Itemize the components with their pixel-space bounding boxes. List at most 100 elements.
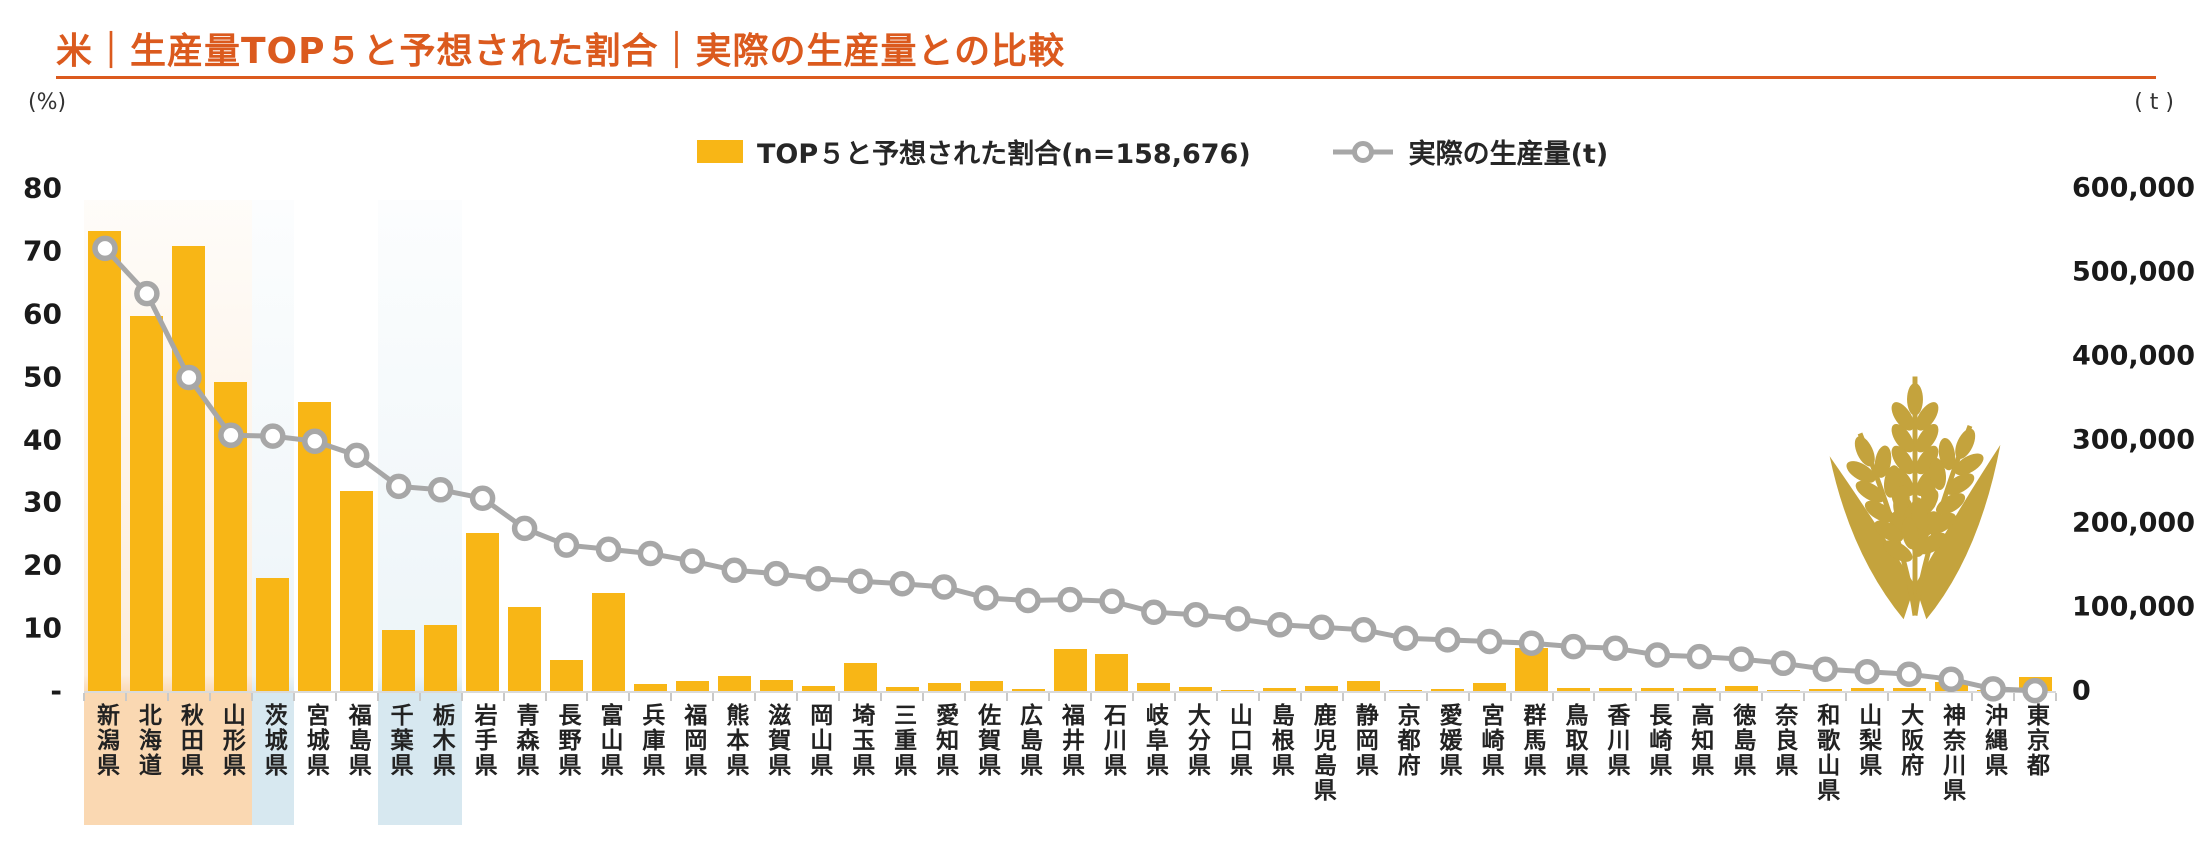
line-point-島根県 [1267, 612, 1293, 638]
x-axis-tick-mark [250, 693, 253, 701]
x-label: 青森県 [512, 703, 539, 778]
line-point-埼玉県 [847, 568, 873, 594]
line-point-三重県 [889, 570, 915, 597]
line-point-佐賀県 [973, 585, 999, 611]
x-axis-tick-mark [1971, 693, 1974, 701]
right-axis-tick: 0 [2072, 675, 2091, 707]
x-axis-tick-mark [124, 693, 127, 701]
left-axis-tick: 30 [23, 485, 62, 519]
line-point-和歌山県 [1812, 656, 1838, 682]
line-point-鳥取県 [1560, 633, 1587, 660]
x-label: 岡山県 [805, 703, 832, 778]
bar-兵庫県 [633, 684, 667, 691]
x-label: 茨城県 [260, 703, 287, 778]
x-axis-tick-mark [838, 693, 841, 701]
bar-秋田県 [172, 245, 206, 691]
bar-滋賀県 [759, 680, 793, 691]
chart-plot-area: 新潟県 北海道 秋田県 山形県 茨城県 宮城県 福島県 千葉県 栃木県 岩手県 青森県 長野県 富山県兵… [83, 188, 2057, 825]
title-rule [56, 76, 2156, 79]
x-axis-tick-mark [1719, 693, 1722, 701]
x-label: 新潟県 [92, 703, 119, 778]
x-label: 滋賀県 [763, 703, 790, 778]
line-point-徳島県 [1728, 646, 1755, 672]
x-axis-tick-mark [1803, 693, 1806, 701]
bar-千葉県 [382, 630, 416, 691]
x-label: 山形県 [218, 703, 245, 778]
line-point-鹿児島県 [1308, 614, 1335, 641]
line-point-茨城県 [260, 423, 286, 449]
x-label: 大分県 [1183, 703, 1210, 778]
x-axis-tick-mark [418, 693, 421, 701]
bar-熊本県 [717, 675, 751, 691]
line-point-大阪府 [1896, 661, 1922, 687]
line-point-富山県 [595, 536, 622, 563]
x-label: 山口県 [1225, 703, 1252, 778]
bar-福岡県 [675, 680, 709, 691]
line-point-静岡県 [1350, 617, 1377, 643]
x-label: 埼玉県 [847, 703, 874, 778]
bar-島根県 [1263, 687, 1297, 691]
x-label: 和歌山県 [1812, 703, 1839, 803]
bar-愛媛県 [1431, 689, 1465, 691]
x-axis-tick-mark [1929, 693, 1932, 701]
legend-bar-swatch [697, 140, 743, 163]
left-axis-tick: 10 [23, 611, 62, 645]
line-point-福島県 [343, 442, 370, 469]
x-label: 秋田県 [176, 703, 203, 778]
x-label: 千葉県 [386, 703, 413, 778]
x-axis-tick-mark [1845, 693, 1848, 701]
line-point-福岡県 [679, 548, 706, 574]
line-point-岡山県 [805, 565, 832, 592]
bar-岩手県 [466, 532, 500, 691]
x-axis-tick-mark [670, 693, 673, 701]
legend-line-label: 実際の生産量(t) [1408, 139, 1609, 170]
right-axis-tick: 200,000 [2072, 507, 2195, 539]
bar-静岡県 [1347, 680, 1381, 691]
x-axis-tick-mark [796, 693, 799, 701]
x-axis-tick-mark [1551, 693, 1554, 701]
line-point-高知県 [1686, 643, 1713, 670]
bar-鹿児島県 [1305, 685, 1339, 691]
bar-新潟県 [88, 230, 122, 691]
x-axis-tick-mark [334, 693, 337, 701]
line-point-香川県 [1602, 635, 1629, 661]
line-point-岐阜県 [1141, 599, 1167, 625]
line-point-群馬県 [1518, 630, 1545, 656]
x-label: 長野県 [554, 703, 580, 778]
bar-青森県 [508, 606, 542, 691]
bar-三重県 [885, 686, 919, 691]
left-axis-tick: 80 [23, 171, 62, 205]
bar-長崎県 [1640, 688, 1674, 691]
left-axis-tick: 70 [23, 234, 62, 268]
x-label: 栃木県 [428, 703, 455, 778]
x-label: 沖縄県 [1980, 703, 2007, 778]
line-point-青森県 [511, 515, 538, 542]
x-axis-tick-mark [964, 693, 967, 701]
left-axis-tick: 40 [23, 423, 62, 456]
x-label: 群馬県 [1519, 703, 1546, 778]
x-label: 宮崎県 [1477, 703, 1504, 778]
x-axis-tick-mark [83, 693, 85, 701]
line-point-山形県 [218, 422, 244, 449]
bar-山梨県 [1850, 687, 1884, 691]
line-point-奈良県 [1770, 650, 1797, 677]
left-axis-tick: 50 [23, 360, 62, 394]
rice-plant-icon [1829, 376, 2001, 620]
line-point-栃木県 [427, 477, 454, 503]
x-axis-tick-mark [292, 693, 295, 701]
highlight-band [251, 200, 294, 825]
bar-北海道 [130, 316, 164, 691]
x-label: 福島県 [344, 703, 371, 778]
x-label: 鳥取県 [1560, 703, 1587, 778]
bar-大阪府 [1892, 688, 1926, 691]
line-point-沖縄県 [1980, 676, 2006, 702]
line-point-山梨県 [1854, 658, 1880, 685]
x-axis-tick-mark [922, 693, 925, 701]
x-label: 香川県 [1602, 703, 1629, 778]
line-point-長野県 [553, 532, 580, 558]
x-axis-tick-mark [166, 693, 169, 701]
bar-高知県 [1682, 687, 1716, 691]
highlight-band [377, 200, 462, 825]
line-point-大分県 [1183, 601, 1209, 628]
